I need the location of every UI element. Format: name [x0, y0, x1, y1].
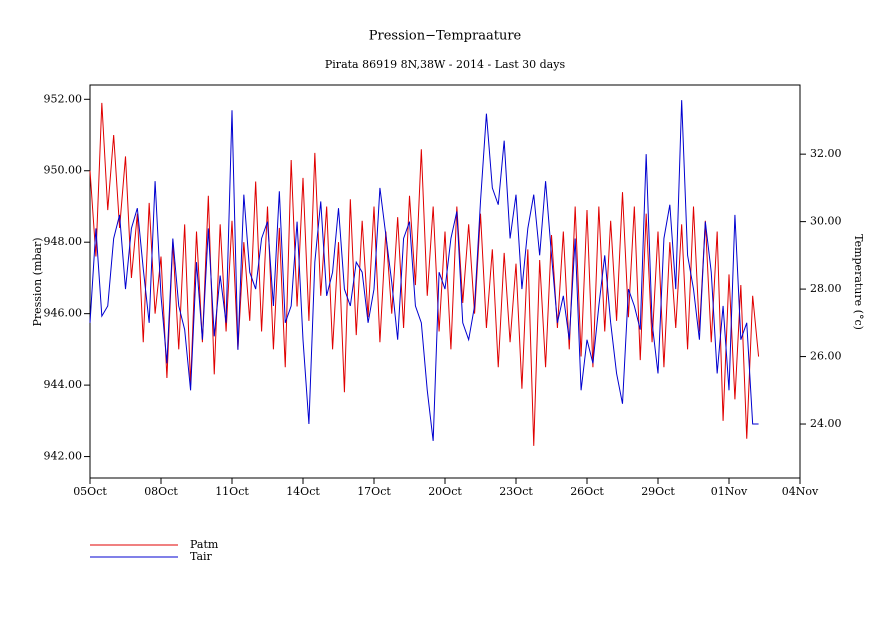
x-tick-label: 08Oct: [144, 485, 178, 498]
series-line: [89, 102, 760, 446]
x-tick-label: 29Oct: [641, 485, 675, 498]
series-line: [89, 100, 759, 441]
y2-tick-label: 30.00: [810, 215, 842, 228]
y-tick-label: 944.00: [44, 378, 83, 391]
y2-axis-label: Temperature (°c): [852, 234, 865, 330]
x-tick-label: 17Oct: [357, 485, 391, 498]
legend-label: Patm: [190, 538, 219, 551]
x-tick-label: 26Oct: [570, 485, 604, 498]
y-tick-label: 946.00: [44, 307, 83, 320]
y2-tick-label: 26.00: [810, 350, 842, 363]
y-tick-label: 950.00: [44, 164, 83, 177]
x-tick-label: 05Oct: [73, 485, 107, 498]
chart-title: Pression−Tempraature: [369, 29, 522, 44]
y-tick-label: 948.00: [44, 235, 83, 248]
x-tick-label: 14Oct: [286, 485, 320, 498]
x-tick-label: 23Oct: [499, 485, 533, 498]
y2-tick-label: 32.00: [810, 147, 842, 160]
x-tick-label: 20Oct: [428, 485, 462, 498]
y-axis-label: Pression (mbar): [31, 237, 44, 326]
chart-subtitle: Pirata 86919 8N,38W - 2014 - Last 30 day…: [325, 58, 566, 71]
y-tick-label: 952.00: [44, 92, 83, 105]
plot-frame: [89, 84, 801, 479]
y2-tick-label: 24.00: [810, 417, 842, 430]
y-tick-label: 942.00: [44, 450, 83, 463]
x-tick-label: 01Nov: [711, 485, 748, 498]
legend-label: Tair: [190, 550, 213, 563]
x-tick-label: 11Oct: [215, 485, 249, 498]
y2-tick-label: 28.00: [810, 282, 842, 295]
x-tick-label: 04Nov: [782, 485, 819, 498]
